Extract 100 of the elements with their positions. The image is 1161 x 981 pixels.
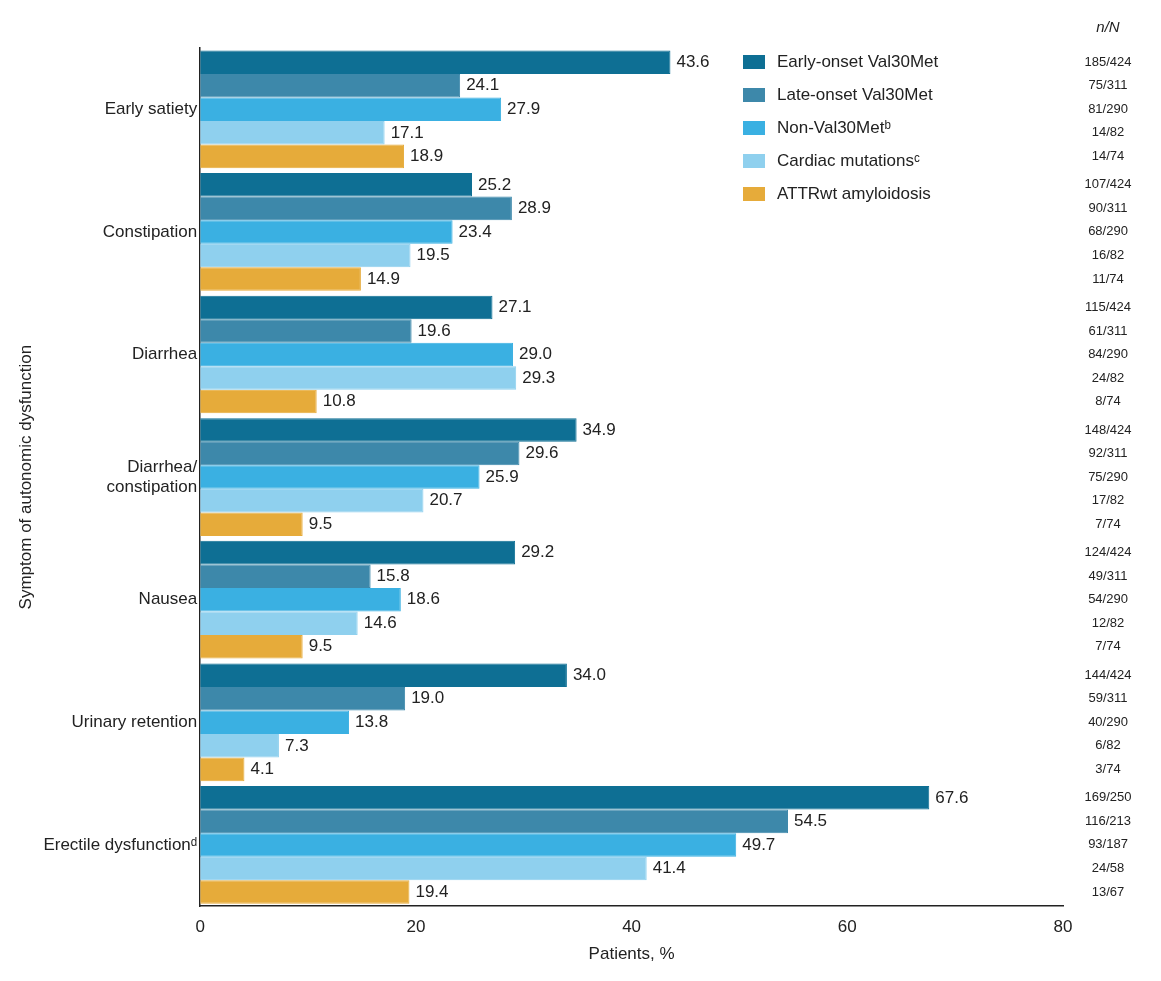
bar <box>200 663 567 687</box>
x-tick-label: 60 <box>837 917 857 937</box>
data-label: 9.5 <box>308 513 333 533</box>
text: 144/424 <box>1084 666 1132 682</box>
bar <box>200 121 385 145</box>
text: 93/187 <box>1088 836 1128 852</box>
bar <box>200 856 647 881</box>
text: 116/213 <box>1084 812 1132 828</box>
legend-label: ATTRwt amyloidosis <box>777 183 931 203</box>
data-label: 9.5 <box>308 636 333 656</box>
bar <box>200 564 371 588</box>
data-label: 18.9 <box>410 146 444 166</box>
bar <box>200 635 303 659</box>
data-label: 14.6 <box>363 612 397 632</box>
bar <box>200 465 480 489</box>
text: 13/67 <box>1091 883 1125 899</box>
data-label: 27.1 <box>498 297 532 317</box>
bar <box>200 389 317 414</box>
data-label: 49.7 <box>742 834 776 854</box>
bar <box>200 73 461 98</box>
text: 49/311 <box>1088 567 1128 583</box>
y-tick-label: Urinary retention <box>71 711 198 731</box>
text: 8/74 <box>1095 393 1121 409</box>
bar <box>200 366 517 390</box>
text: 7/74 <box>1095 638 1121 654</box>
data-label: 14.9 <box>366 268 401 288</box>
text: 12/82 <box>1091 614 1125 630</box>
text: 17/82 <box>1091 492 1125 508</box>
data-label: 28.9 <box>517 198 551 218</box>
bar <box>200 611 358 636</box>
x-tick-label: 0 <box>195 917 205 937</box>
data-label: 67.6 <box>935 787 969 807</box>
y-tick-label: Erectile dysfunctionᵈ <box>43 834 198 854</box>
x-axis-title: Patients, % <box>588 944 675 964</box>
text: 169/250 <box>1084 789 1132 805</box>
bar <box>200 833 737 857</box>
data-label: 29.2 <box>521 542 555 562</box>
bar <box>200 587 401 612</box>
text: 75/290 <box>1088 468 1128 484</box>
data-label: 19.6 <box>417 320 451 340</box>
text: n/N <box>1096 18 1120 36</box>
data-label: 4.1 <box>250 759 275 779</box>
bar <box>200 342 513 367</box>
legend-label: Non-Val30Metᵇ <box>777 117 891 137</box>
text: 24/58 <box>1091 860 1125 876</box>
bar <box>200 418 577 442</box>
text: 59/311 <box>1088 690 1128 706</box>
data-label: 34.0 <box>572 664 606 684</box>
data-label: 13.8 <box>355 711 389 731</box>
x-tick-label: 80 <box>1053 917 1073 937</box>
bar <box>200 540 516 565</box>
data-label: 29.3 <box>522 367 556 387</box>
text: 75/311 <box>1088 77 1128 93</box>
text: 3/74 <box>1095 760 1121 776</box>
data-label: 29.6 <box>525 443 559 463</box>
bar <box>200 196 512 221</box>
y-tick-label: Nausea <box>138 589 198 609</box>
y-tick-label: Diarrhea/ constipation <box>106 456 198 496</box>
bar <box>200 267 361 291</box>
x-tick-label: 20 <box>406 917 426 937</box>
y-tick-label: Constipation <box>102 221 198 241</box>
text: 24/82 <box>1091 369 1125 385</box>
data-label: 54.5 <box>793 811 828 831</box>
data-label: 29.0 <box>518 344 553 364</box>
bar <box>200 880 410 904</box>
bar <box>200 144 405 169</box>
data-label: 18.6 <box>406 589 440 609</box>
bar <box>200 173 472 197</box>
legend-label: Late-onset Val30Met <box>777 84 933 104</box>
text: 16/82 <box>1091 247 1125 263</box>
y-axis-title: Symptom of autonomic dysfunction <box>15 344 35 610</box>
text: 40/290 <box>1088 713 1128 729</box>
legend-label: Cardiac mutationsᶜ <box>777 150 921 170</box>
text: 148/424 <box>1084 421 1132 437</box>
bar <box>200 220 453 244</box>
bar <box>200 786 930 810</box>
bar <box>200 488 424 513</box>
bar <box>200 50 671 74</box>
text: 90/311 <box>1088 199 1128 215</box>
bar <box>200 686 406 711</box>
x-tick-label: 40 <box>622 917 642 937</box>
bar <box>200 319 412 343</box>
data-label: 23.4 <box>458 221 492 241</box>
text: 92/311 <box>1088 445 1128 461</box>
data-label: 25.2 <box>478 174 512 194</box>
bar <box>200 512 303 536</box>
text: 54/290 <box>1088 591 1128 607</box>
data-label: 10.8 <box>322 391 356 411</box>
y-tick-label: Diarrhea <box>132 344 198 364</box>
bar <box>200 809 788 834</box>
bar <box>200 243 411 268</box>
text: 6/82 <box>1095 737 1121 753</box>
text: 14/82 <box>1091 124 1125 140</box>
data-label: 17.1 <box>390 122 424 142</box>
text: 7/74 <box>1095 515 1121 531</box>
bar <box>200 295 493 320</box>
legend-label: Early-onset Val30Met <box>777 51 939 71</box>
data-label: 19.5 <box>416 245 450 265</box>
text: 14/74 <box>1091 147 1125 163</box>
text: 84/290 <box>1088 346 1128 362</box>
